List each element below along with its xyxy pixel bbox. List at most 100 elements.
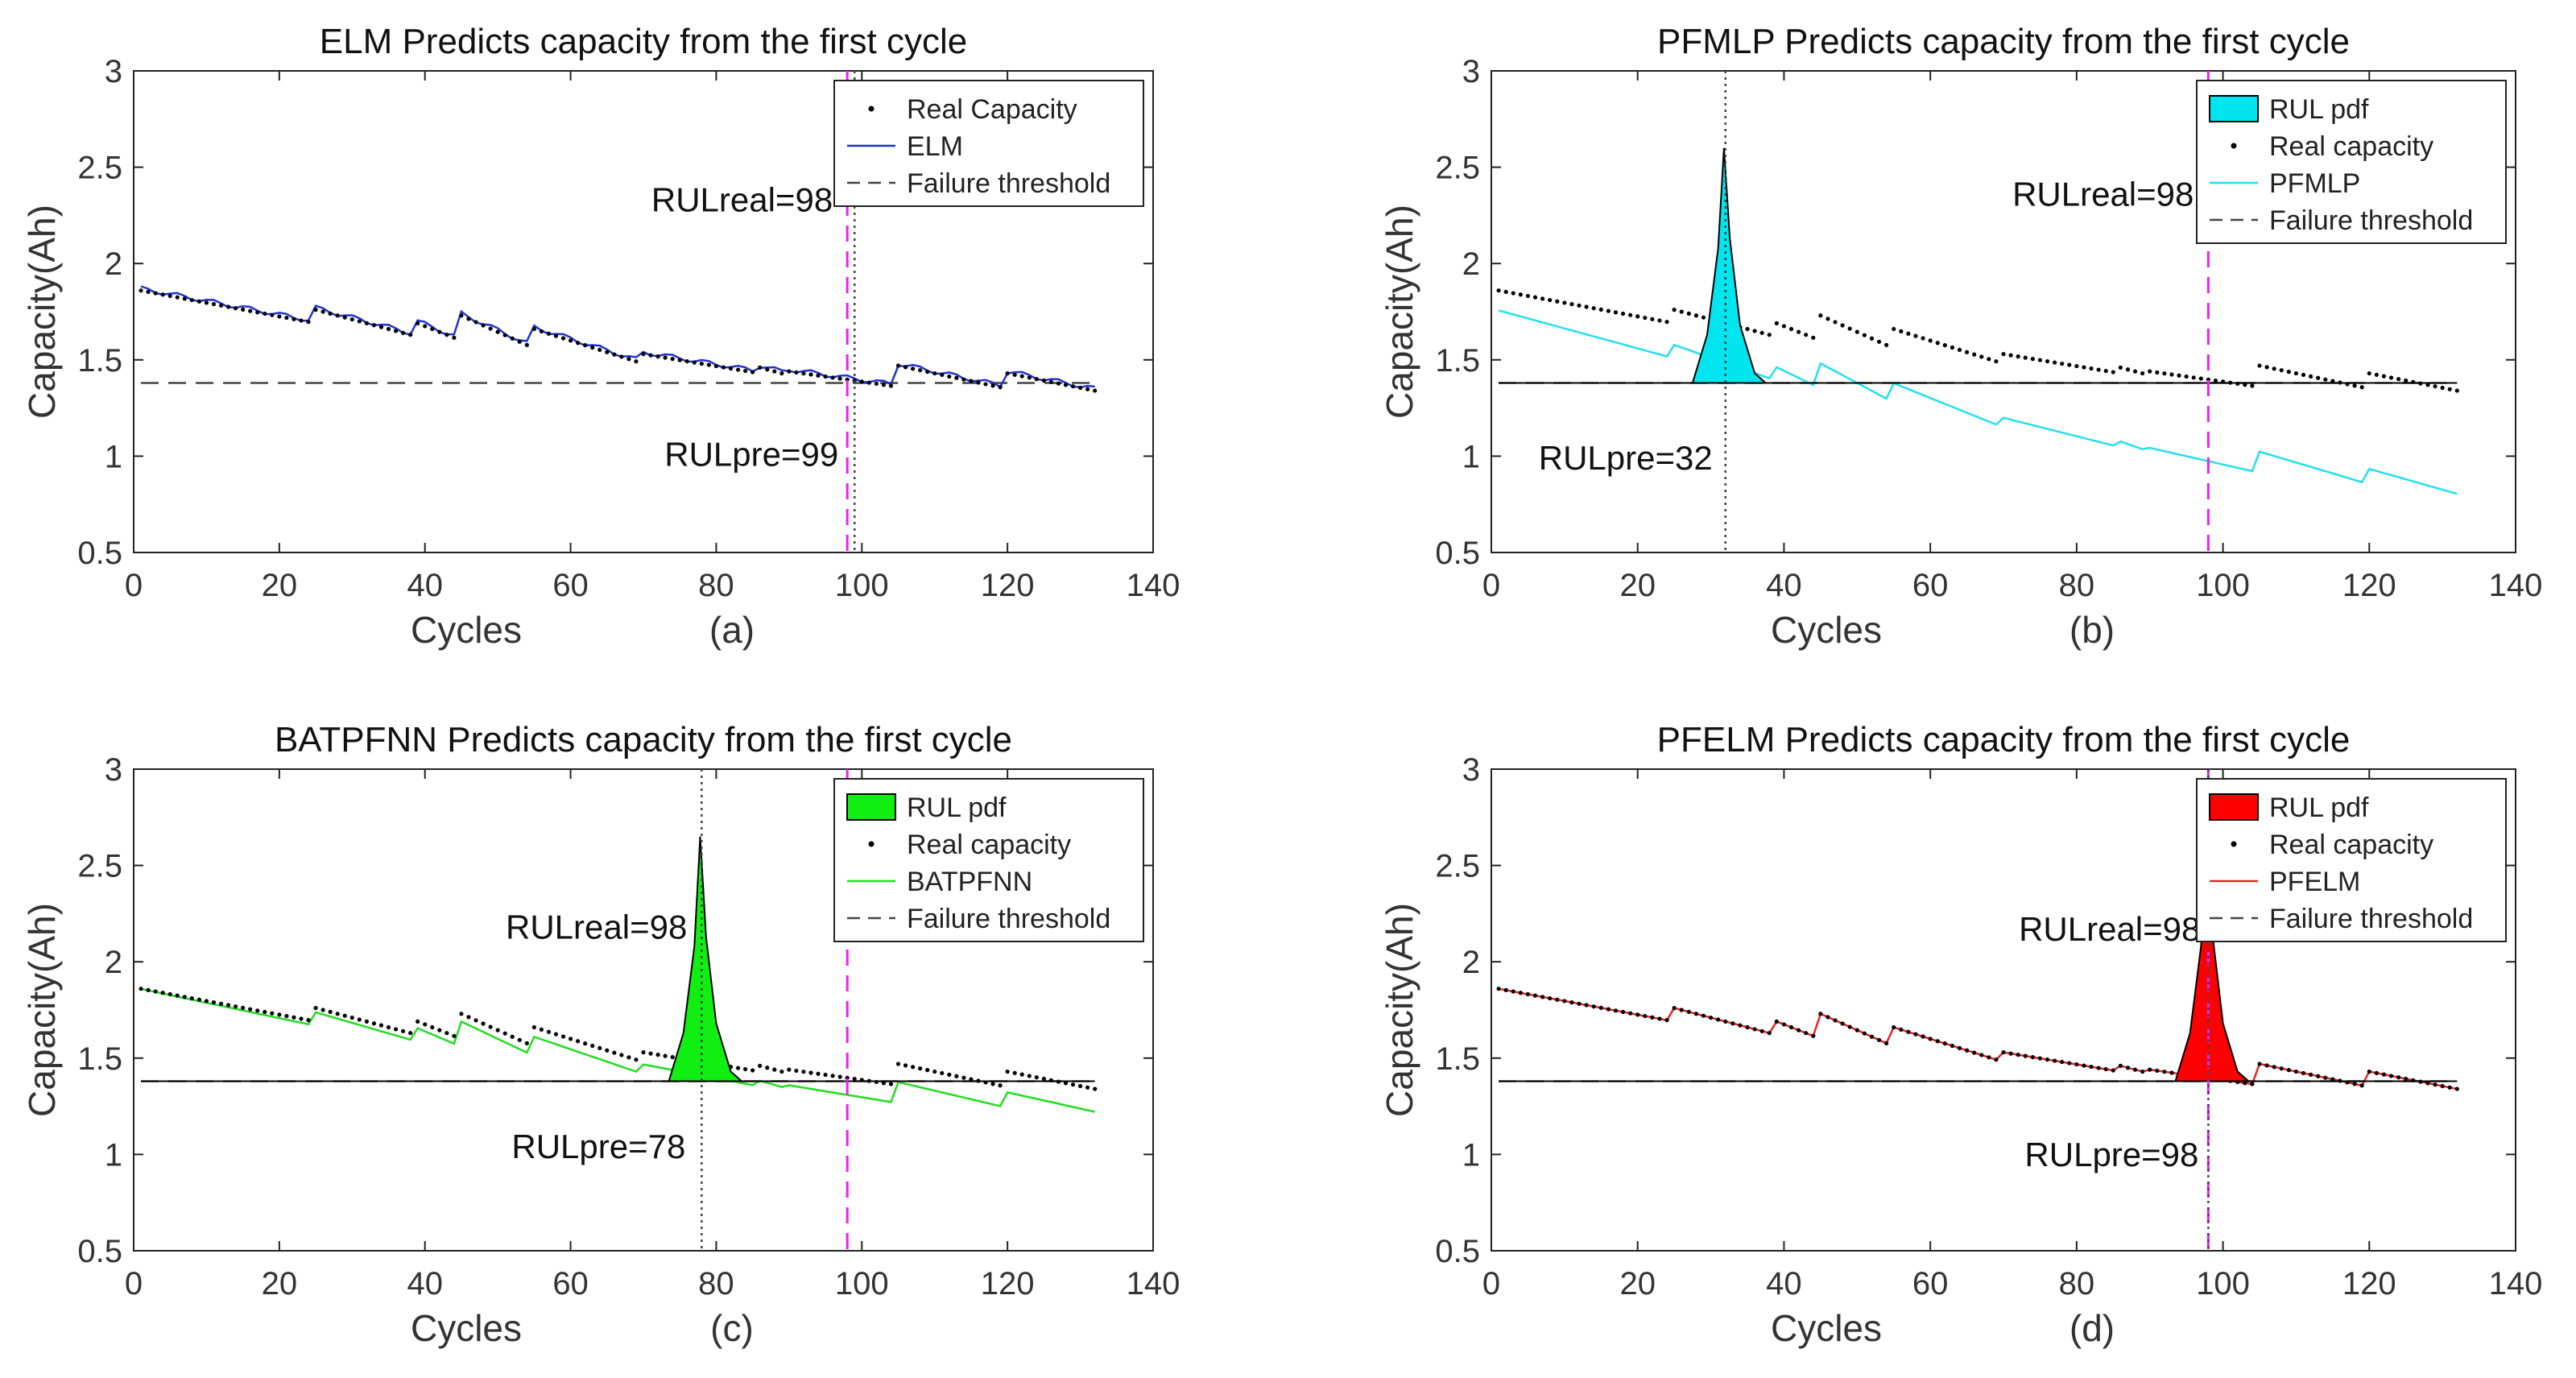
real-capacity-point bbox=[320, 1008, 325, 1012]
real-capacity-point bbox=[1532, 295, 1538, 300]
y-tick-label: 2 bbox=[1462, 945, 1480, 980]
real-capacity-point bbox=[2191, 375, 2196, 380]
real-capacity-point bbox=[641, 1050, 646, 1055]
x-tick-label: 0 bbox=[125, 1266, 143, 1301]
real-capacity-point bbox=[801, 1070, 806, 1074]
x-tick-label: 80 bbox=[698, 568, 734, 603]
real-capacity-point bbox=[2388, 375, 2394, 380]
real-capacity-point bbox=[910, 366, 916, 371]
y-tick-label: 1.5 bbox=[1435, 343, 1480, 379]
real-capacity-point bbox=[648, 353, 653, 358]
rul-pre-annotation: RULpre=32 bbox=[1539, 439, 1713, 477]
real-capacity-point bbox=[1643, 1013, 1648, 1019]
real-capacity-point bbox=[823, 1072, 828, 1078]
legend-label: BATPFNN bbox=[907, 867, 1032, 897]
real-capacity-point bbox=[1921, 336, 1925, 341]
real-capacity-point bbox=[1730, 1021, 1735, 1026]
legend-box bbox=[833, 80, 1144, 207]
real-capacity-point bbox=[2074, 363, 2079, 369]
panel-label: (a) bbox=[709, 609, 755, 651]
real-capacity-point bbox=[371, 1021, 377, 1026]
real-capacity-point bbox=[386, 1024, 391, 1030]
real-capacity-point bbox=[524, 1041, 529, 1045]
real-capacity-point bbox=[735, 1066, 741, 1070]
real-capacity-point bbox=[1913, 333, 1918, 338]
y-axis-label: Capacity(Ah) bbox=[1379, 205, 1420, 419]
legend-swatch-real bbox=[2231, 841, 2237, 847]
real-capacity-point bbox=[306, 320, 311, 325]
real-capacity-point bbox=[1723, 1019, 1728, 1024]
real-capacity-point bbox=[357, 319, 362, 324]
real-capacity-point bbox=[2162, 1070, 2167, 1074]
real-capacity-point bbox=[1063, 1081, 1069, 1086]
real-capacity-point bbox=[1070, 384, 1076, 389]
real-capacity-point bbox=[160, 991, 165, 995]
panel-label: (b) bbox=[2069, 609, 2115, 651]
real-capacity-point bbox=[1643, 315, 1648, 321]
real-capacity-point bbox=[1797, 1028, 1801, 1032]
real-capacity-point bbox=[1093, 1086, 1098, 1091]
x-tick-label: 100 bbox=[2196, 1266, 2250, 1301]
real-capacity-point bbox=[452, 335, 457, 340]
real-capacity-point bbox=[713, 363, 719, 369]
real-capacity-point bbox=[1804, 333, 1809, 337]
real-capacity-point bbox=[2155, 1068, 2160, 1074]
real-capacity-point bbox=[801, 371, 806, 376]
real-capacity-point bbox=[1906, 1029, 1911, 1034]
real-capacity-point bbox=[1964, 1048, 1970, 1053]
real-capacity-point bbox=[2008, 1051, 2013, 1056]
real-capacity-point bbox=[153, 291, 158, 296]
real-capacity-point bbox=[313, 308, 318, 312]
real-capacity-point bbox=[1555, 997, 1560, 1002]
x-tick-label: 140 bbox=[2489, 568, 2543, 603]
real-capacity-point bbox=[1548, 995, 1553, 1001]
real-capacity-point bbox=[2198, 376, 2203, 381]
real-capacity-point bbox=[2272, 1065, 2276, 1070]
real-capacity-point bbox=[1752, 329, 1757, 333]
x-tick-label: 60 bbox=[1912, 1266, 1949, 1301]
real-capacity-point bbox=[539, 1027, 544, 1032]
real-capacity-point bbox=[2316, 375, 2321, 380]
real-capacity-point bbox=[576, 1039, 581, 1044]
real-capacity-point bbox=[1555, 299, 1560, 304]
real-capacity-point bbox=[1686, 1009, 1691, 1014]
real-capacity-point bbox=[2162, 371, 2167, 376]
real-capacity-point bbox=[1620, 1009, 1626, 1015]
real-capacity-point bbox=[1584, 1003, 1589, 1008]
real-capacity-point bbox=[2264, 365, 2269, 370]
y-tick-label: 0.5 bbox=[1435, 1234, 1480, 1269]
rul-pdf-area bbox=[668, 836, 744, 1082]
y-tick-label: 1.5 bbox=[77, 343, 122, 379]
real-capacity-point bbox=[1012, 372, 1017, 377]
x-tick-label: 100 bbox=[2196, 568, 2250, 603]
real-capacity-point bbox=[787, 369, 792, 374]
real-capacity-point bbox=[328, 1009, 333, 1014]
real-capacity-point bbox=[1591, 306, 1596, 311]
real-capacity-point bbox=[1994, 359, 1999, 364]
real-capacity-point bbox=[437, 1028, 442, 1032]
real-capacity-point bbox=[386, 326, 391, 332]
x-tick-label: 20 bbox=[262, 1266, 298, 1301]
real-capacity-point bbox=[1562, 999, 1567, 1003]
real-capacity-point bbox=[1635, 1012, 1640, 1017]
real-capacity-point bbox=[1613, 1008, 1619, 1013]
real-capacity-point bbox=[299, 1016, 304, 1021]
real-capacity-point bbox=[772, 1067, 777, 1072]
real-capacity-point bbox=[378, 1023, 384, 1028]
real-capacity-point bbox=[1606, 308, 1611, 313]
real-capacity-point bbox=[2286, 370, 2291, 375]
rul-real-annotation: RULreal=98 bbox=[2012, 175, 2194, 213]
real-capacity-point bbox=[765, 1066, 770, 1070]
real-capacity-point bbox=[590, 345, 595, 350]
real-capacity-point bbox=[2184, 374, 2189, 379]
real-capacity-point bbox=[495, 1028, 500, 1032]
real-capacity-point bbox=[1613, 310, 1619, 315]
real-capacity-point bbox=[583, 343, 588, 348]
real-capacity-point bbox=[903, 365, 908, 370]
real-capacity-point bbox=[400, 1028, 406, 1033]
real-capacity-point bbox=[888, 1082, 894, 1086]
real-capacity-point bbox=[1503, 987, 1508, 992]
real-capacity-point bbox=[270, 312, 275, 317]
x-tick-label: 20 bbox=[262, 568, 298, 603]
x-tick-label: 140 bbox=[2489, 1266, 2543, 1301]
